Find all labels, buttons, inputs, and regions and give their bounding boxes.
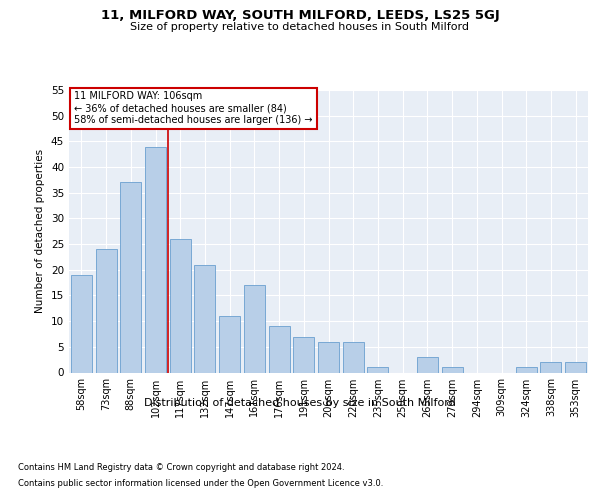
Bar — [318, 342, 339, 372]
Bar — [219, 316, 240, 372]
Text: Contains public sector information licensed under the Open Government Licence v3: Contains public sector information licen… — [18, 478, 383, 488]
Text: Size of property relative to detached houses in South Milford: Size of property relative to detached ho… — [131, 22, 470, 32]
Bar — [442, 368, 463, 372]
Text: Distribution of detached houses by size in South Milford: Distribution of detached houses by size … — [144, 398, 456, 407]
Bar — [145, 146, 166, 372]
Bar — [516, 368, 537, 372]
Bar — [565, 362, 586, 372]
Y-axis label: Number of detached properties: Number of detached properties — [35, 149, 46, 314]
Text: 11 MILFORD WAY: 106sqm
← 36% of detached houses are smaller (84)
58% of semi-det: 11 MILFORD WAY: 106sqm ← 36% of detached… — [74, 92, 313, 124]
Bar — [244, 285, 265, 372]
Text: Contains HM Land Registry data © Crown copyright and database right 2024.: Contains HM Land Registry data © Crown c… — [18, 464, 344, 472]
Bar — [194, 264, 215, 372]
Bar — [71, 275, 92, 372]
Bar — [269, 326, 290, 372]
Bar — [120, 182, 141, 372]
Bar — [170, 239, 191, 372]
Bar — [541, 362, 562, 372]
Bar — [95, 249, 116, 372]
Bar — [293, 336, 314, 372]
Bar — [367, 368, 388, 372]
Bar — [417, 357, 438, 372]
Bar — [343, 342, 364, 372]
Text: 11, MILFORD WAY, SOUTH MILFORD, LEEDS, LS25 5GJ: 11, MILFORD WAY, SOUTH MILFORD, LEEDS, L… — [101, 9, 499, 22]
